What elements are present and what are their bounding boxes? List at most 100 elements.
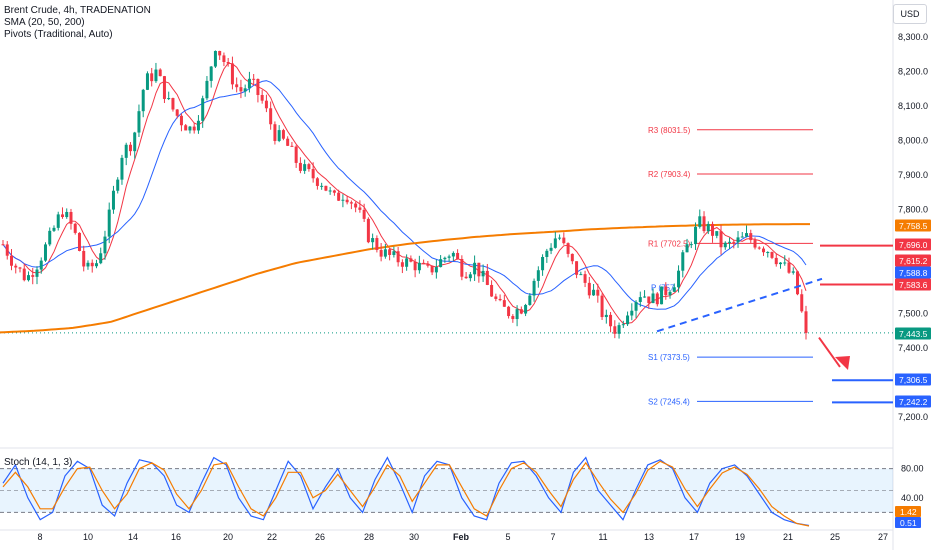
candle-body xyxy=(167,98,171,100)
price-axis[interactable]: 8,300.0 8,200.0 8,100.0 8,000.0 7,900.0 7,800… xyxy=(898,32,928,503)
candle-body xyxy=(672,287,676,292)
price-tag-bg xyxy=(895,395,931,408)
candle-body xyxy=(345,199,349,203)
price-tag-label: 7,583.6 xyxy=(899,280,928,290)
pivot-label-s1: S1 (7373.5) xyxy=(648,353,690,362)
price-tag-label: 7,443.5 xyxy=(899,329,928,339)
candle-body xyxy=(9,255,13,266)
candle-body xyxy=(213,50,217,67)
candle-body xyxy=(507,306,511,317)
candle-body xyxy=(736,237,740,243)
candle-body xyxy=(39,260,43,270)
candle-body xyxy=(192,126,196,131)
candle-body xyxy=(779,262,783,265)
candle-body xyxy=(711,223,715,236)
candle-body xyxy=(774,257,778,265)
candle-body xyxy=(409,258,413,262)
candle-body xyxy=(655,293,659,305)
candle-body xyxy=(162,76,166,99)
candle-body xyxy=(796,271,800,295)
x-tick-label: 17 xyxy=(689,532,699,542)
candle-body xyxy=(681,252,685,271)
candle-body xyxy=(536,270,540,281)
candle-body xyxy=(269,108,273,125)
candle-body xyxy=(239,87,243,92)
candle-body xyxy=(349,202,353,204)
x-tick-label: 16 xyxy=(171,532,181,542)
candle-body xyxy=(604,314,608,318)
candle-body xyxy=(65,211,69,218)
candle-body xyxy=(175,109,179,116)
candle-body xyxy=(413,261,417,271)
candle-body xyxy=(158,69,162,77)
candle-body xyxy=(405,258,409,267)
candle-body xyxy=(541,256,545,271)
moving-averages xyxy=(0,62,810,334)
candle-body xyxy=(660,286,664,305)
candles xyxy=(1,50,808,340)
price-tag-bg xyxy=(895,254,931,267)
x-tick-label: 5 xyxy=(505,532,510,542)
sma20-line xyxy=(2,62,807,325)
candle-body xyxy=(664,286,668,296)
time-axis[interactable]: 8 10 14 16 20 22 26 28 30 Feb 5 7 11 13 17 19 21 25 27 xyxy=(37,532,888,542)
pivots-legend[interactable]: Pivots (Traditional, Auto) xyxy=(4,29,113,40)
candle-body xyxy=(73,223,77,233)
candle-body xyxy=(60,214,64,218)
candle-body xyxy=(791,271,795,273)
sma-legend[interactable]: SMA (20, 50, 200) xyxy=(4,17,85,28)
y-tick-label: 8,300.0 xyxy=(898,32,928,42)
candle-body xyxy=(307,164,311,170)
symbol-legend[interactable]: Brent Crude, 4h, TRADENATION xyxy=(4,5,151,16)
candle-body xyxy=(133,132,137,152)
candle-body xyxy=(485,270,489,285)
drawings xyxy=(656,244,893,404)
candle-body xyxy=(613,326,617,334)
candle-body xyxy=(218,50,222,56)
y-tick-label: 7,800.0 xyxy=(898,205,928,215)
candle-body xyxy=(685,244,689,253)
pivot-label-s2: S2 (7245.4) xyxy=(648,397,690,406)
stoch-value-tag: 1.42 xyxy=(895,506,921,517)
candle-body xyxy=(549,247,553,251)
candle-body xyxy=(417,262,421,271)
price-tag-bg xyxy=(895,373,931,386)
candle-body xyxy=(256,79,260,96)
candle-body xyxy=(426,263,430,266)
stoch-d-line xyxy=(2,460,810,527)
candle-body xyxy=(154,69,158,82)
candle-body xyxy=(566,243,570,254)
candle-body xyxy=(201,98,205,121)
candle-body xyxy=(600,295,604,318)
candle-body xyxy=(532,280,536,296)
stoch-legend[interactable]: Stoch (14, 1, 3) xyxy=(4,457,73,468)
candle-body xyxy=(651,293,655,304)
candle-body xyxy=(494,296,498,299)
candle-body xyxy=(137,111,141,133)
candle-body xyxy=(252,78,256,80)
candle-body xyxy=(745,233,749,237)
candle-body xyxy=(621,324,625,326)
candle-body xyxy=(583,274,587,283)
candle-body xyxy=(116,179,120,191)
stoch-tag-bg xyxy=(895,506,921,517)
pivot-label-r1: R1 (7702.5) xyxy=(648,239,691,248)
candle-body xyxy=(141,89,145,112)
candle-body xyxy=(379,249,383,257)
candle-body xyxy=(111,190,115,210)
candle-body xyxy=(286,138,290,146)
candle-body xyxy=(609,314,613,327)
price-tag-label: 7,588.8 xyxy=(899,268,928,278)
candle-body xyxy=(281,130,285,139)
candle-body xyxy=(315,178,319,186)
currency-button[interactable]: USD xyxy=(893,4,927,24)
candle-body xyxy=(689,244,693,246)
price-tag-trendline: 7,583.6 xyxy=(895,278,931,291)
x-tick-label: 11 xyxy=(598,532,607,542)
y-tick-label: 8,100.0 xyxy=(898,101,928,111)
pivot-label-r3: R3 (8031.5) xyxy=(648,126,691,135)
candle-body xyxy=(638,297,642,302)
candle-body xyxy=(464,276,468,279)
